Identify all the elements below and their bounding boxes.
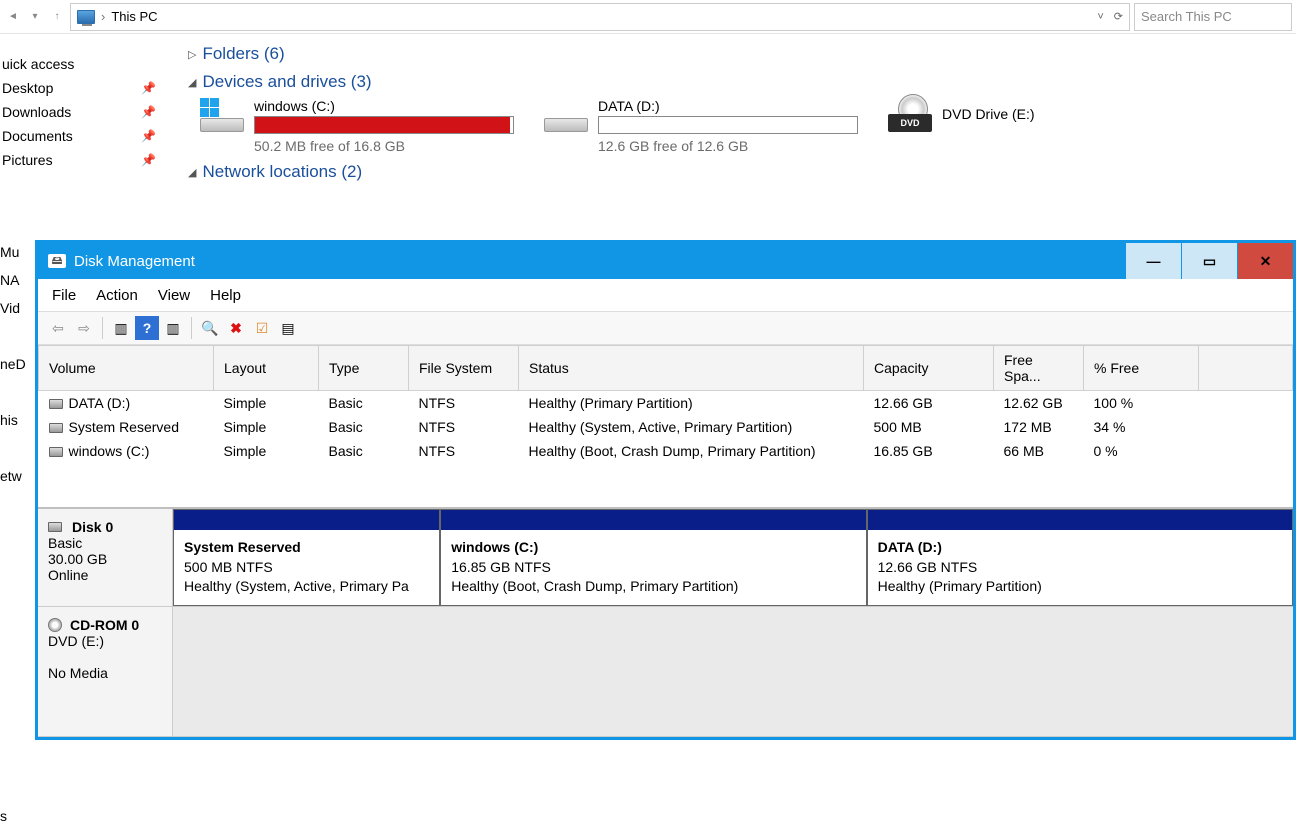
- close-button[interactable]: ✕: [1237, 243, 1293, 279]
- sidebar-item-documents[interactable]: Documents📌: [0, 124, 164, 148]
- dvd-icon: DVD: [888, 98, 932, 132]
- pin-icon: 📌: [141, 153, 156, 167]
- col-status[interactable]: Status: [519, 346, 864, 391]
- tb-settings-icon[interactable]: 🔍: [198, 316, 222, 340]
- explorer-body: uick access Desktop📌 Downloads📌 Document…: [0, 34, 1296, 244]
- col-type[interactable]: Type: [319, 346, 409, 391]
- table-row[interactable]: windows (C:)SimpleBasicNTFSHealthy (Boot…: [39, 439, 1293, 463]
- nav-back-icon[interactable]: ◄: [4, 8, 22, 26]
- pin-icon: 📌: [141, 105, 156, 119]
- drive-c-icon: [200, 98, 244, 132]
- tb-panel2-icon[interactable]: ▥: [161, 316, 185, 340]
- dm-menubar: File Action View Help: [38, 279, 1293, 311]
- nav-up-icon[interactable]: ↑: [48, 8, 66, 26]
- drive-d-free: 12.6 GB free of 12.6 GB: [598, 138, 858, 154]
- drive-d[interactable]: DATA (D:) 12.6 GB free of 12.6 GB: [544, 98, 858, 154]
- drive-c-free: 50.2 MB free of 16.8 GB: [254, 138, 514, 154]
- explorer-address-row: ◄ ▾ ↑ › This PC ˅ ⟳ Search This PC: [0, 0, 1296, 34]
- volume-header-row: Volume Layout Type File System Status Ca…: [39, 346, 1293, 391]
- maximize-button[interactable]: ▭: [1181, 243, 1237, 279]
- tb-list-icon[interactable]: ▤: [276, 316, 300, 340]
- partition[interactable]: DATA (D:)12.66 GB NTFSHealthy (Primary P…: [867, 509, 1293, 606]
- pin-icon: 📌: [141, 81, 156, 95]
- section-devices[interactable]: ◢Devices and drives (3): [188, 72, 1296, 92]
- refresh-icon[interactable]: ⟳: [1114, 10, 1123, 23]
- menu-file[interactable]: File: [52, 287, 76, 304]
- drive-c-title: windows (C:): [254, 98, 514, 114]
- cd-icon: [48, 618, 62, 632]
- sidebar-item-desktop[interactable]: Desktop📌: [0, 76, 164, 100]
- disk-management-window: Disk Management — ▭ ✕ File Action View H…: [35, 240, 1296, 740]
- col-fs[interactable]: File System: [409, 346, 519, 391]
- menu-help[interactable]: Help: [210, 287, 241, 304]
- col-capacity[interactable]: Capacity: [864, 346, 994, 391]
- sidebar-truncated: MuNAVid neD his etw s: [0, 244, 35, 836]
- tb-back-icon[interactable]: ⇦: [46, 316, 70, 340]
- table-row[interactable]: DATA (D:)SimpleBasicNTFSHealthy (Primary…: [39, 391, 1293, 416]
- col-spacer: [1199, 346, 1293, 391]
- drive-d-title: DATA (D:): [598, 98, 858, 114]
- explorer-content: ▷Folders (6) ◢Devices and drives (3) win…: [170, 34, 1296, 244]
- volume-table: Volume Layout Type File System Status Ca…: [38, 345, 1293, 463]
- this-pc-icon: [77, 10, 95, 24]
- menu-view[interactable]: View: [158, 287, 190, 304]
- drive-d-icon: [544, 98, 588, 132]
- dm-app-icon: [48, 254, 66, 268]
- col-free[interactable]: Free Spa...: [994, 346, 1084, 391]
- col-layout[interactable]: Layout: [214, 346, 319, 391]
- tb-fwd-icon[interactable]: ⇨: [72, 316, 96, 340]
- table-row[interactable]: System ReservedSimpleBasicNTFSHealthy (S…: [39, 415, 1293, 439]
- col-volume[interactable]: Volume: [39, 346, 214, 391]
- tb-check-icon[interactable]: ☑: [250, 316, 274, 340]
- section-network[interactable]: ◢Network locations (2): [188, 162, 1296, 182]
- cdrom-empty: [173, 607, 1293, 736]
- partition[interactable]: windows (C:)16.85 GB NTFSHealthy (Boot, …: [440, 509, 866, 606]
- disk-graph: Disk 0 Basic 30.00 GB Online System Rese…: [38, 507, 1293, 737]
- drive-d-bar: [598, 116, 858, 134]
- pin-icon: 📌: [141, 129, 156, 143]
- tb-panel-icon[interactable]: ▥: [109, 316, 133, 340]
- minimize-button[interactable]: —: [1125, 243, 1181, 279]
- dm-title: Disk Management: [74, 253, 195, 270]
- chevron-down-icon[interactable]: ˅: [1097, 11, 1103, 23]
- col-pct[interactable]: % Free: [1084, 346, 1199, 391]
- drive-e[interactable]: DVD DVD Drive (E:): [888, 98, 1035, 132]
- drive-c-bar: [254, 116, 514, 134]
- search-placeholder: Search This PC: [1141, 9, 1232, 24]
- nav-dropdown-icon[interactable]: ▾: [26, 8, 44, 26]
- disk-0-row[interactable]: Disk 0 Basic 30.00 GB Online System Rese…: [38, 509, 1293, 607]
- address-bar[interactable]: › This PC ˅ ⟳: [70, 3, 1130, 31]
- explorer-sidebar: uick access Desktop📌 Downloads📌 Document…: [0, 34, 170, 244]
- menu-action[interactable]: Action: [96, 287, 138, 304]
- search-input[interactable]: Search This PC: [1134, 3, 1292, 31]
- section-folders[interactable]: ▷Folders (6): [188, 44, 1296, 64]
- dm-titlebar[interactable]: Disk Management — ▭ ✕: [38, 243, 1293, 279]
- cdrom-label: CD-ROM 0 DVD (E:) No Media: [38, 607, 173, 736]
- partition[interactable]: System Reserved500 MB NTFSHealthy (Syste…: [173, 509, 440, 606]
- address-path: This PC: [111, 9, 157, 24]
- disk-0-label: Disk 0 Basic 30.00 GB Online: [38, 509, 173, 606]
- sidebar-item-downloads[interactable]: Downloads📌: [0, 100, 164, 124]
- drive-c[interactable]: windows (C:) 50.2 MB free of 16.8 GB: [200, 98, 514, 154]
- tb-help-icon[interactable]: ?: [135, 316, 159, 340]
- tb-delete-icon[interactable]: ✖: [224, 316, 248, 340]
- dm-toolbar: ⇦ ⇨ ▥ ? ▥ 🔍 ✖ ☑ ▤: [38, 311, 1293, 345]
- drive-e-title: DVD Drive (E:): [942, 106, 1035, 122]
- sidebar-quick-access[interactable]: uick access: [0, 52, 164, 76]
- sidebar-item-pictures[interactable]: Pictures📌: [0, 148, 164, 172]
- cdrom-row[interactable]: CD-ROM 0 DVD (E:) No Media: [38, 607, 1293, 737]
